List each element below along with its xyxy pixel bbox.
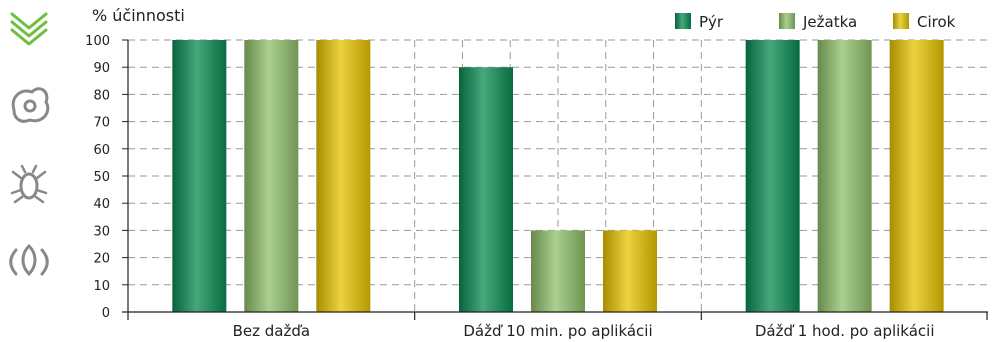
y-tick-label: 30	[93, 224, 110, 239]
double-chevron-down-icon[interactable]	[10, 12, 48, 46]
axes	[122, 40, 988, 320]
bar	[459, 67, 513, 312]
bar	[745, 40, 800, 312]
y-tick-label: 0	[102, 306, 110, 321]
y-tick-label: 70	[93, 116, 110, 131]
legend-label: Cirok	[917, 13, 956, 31]
bar	[316, 40, 371, 312]
legend-swatch	[779, 13, 795, 29]
legend-label: Ježatka	[802, 13, 857, 31]
leaf-icon[interactable]	[9, 243, 49, 277]
bar	[172, 40, 227, 312]
y-axis-title: % účinnosti	[92, 6, 185, 25]
x-axis: Bez dažďa Dážď 10 min. po aplikácii Dážď 1…	[233, 322, 935, 340]
y-tick-label: 60	[93, 143, 110, 158]
bar	[817, 40, 872, 312]
y-axis: 0 10 20 30 40 50 60 70 80 90 100	[85, 34, 128, 321]
icon-rail	[9, 12, 50, 277]
y-tick-label: 20	[93, 252, 110, 267]
y-tick-label: 90	[93, 61, 110, 76]
y-tick-label: 50	[93, 170, 110, 185]
seed-icon[interactable]	[11, 87, 50, 123]
bar	[889, 40, 944, 312]
bar	[244, 40, 299, 312]
y-tick-label: 100	[85, 34, 110, 49]
legend-swatch	[675, 13, 691, 29]
bars	[172, 40, 944, 312]
bar	[531, 230, 585, 312]
bug-icon[interactable]	[10, 164, 48, 204]
y-tick-label: 40	[93, 197, 110, 212]
legend-swatch	[893, 13, 909, 29]
bar	[603, 230, 657, 312]
legend: Pýr Ježatka Cirok	[675, 13, 956, 31]
legend-label: Pýr	[699, 13, 724, 31]
y-tick-label: 10	[93, 279, 110, 294]
x-tick-label: Bez dažďa	[233, 322, 310, 340]
x-tick-label: Dážď 10 min. po aplikácii	[463, 322, 652, 340]
y-tick-label: 80	[93, 88, 110, 103]
x-tick-label: Dážď 1 hod. po aplikácii	[755, 322, 935, 340]
